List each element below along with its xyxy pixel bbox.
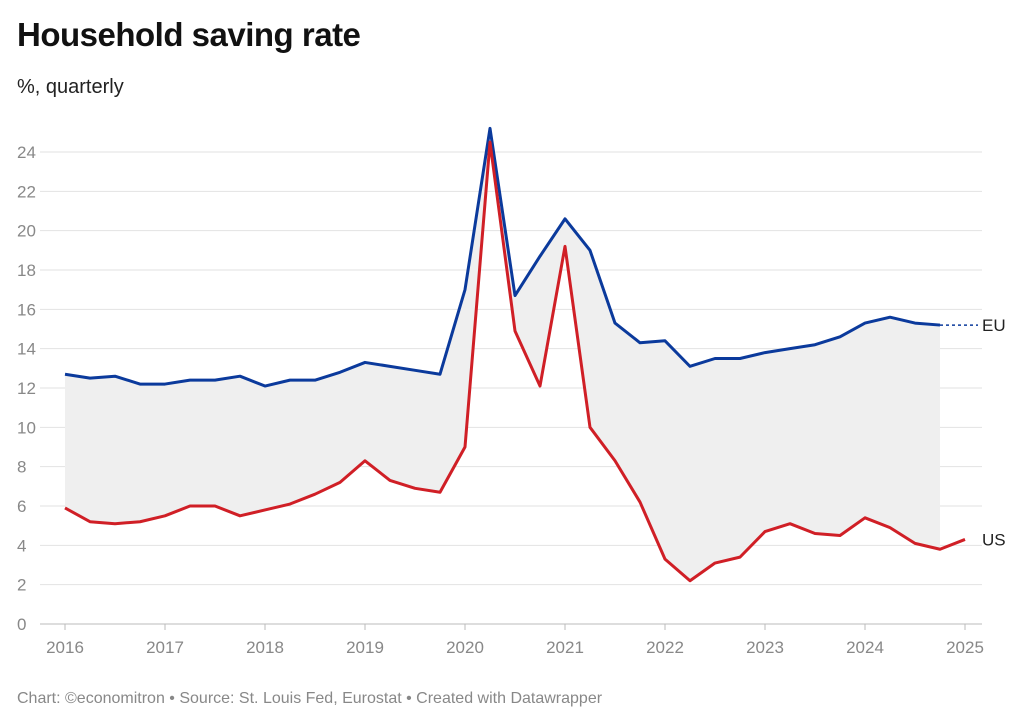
y-tick-label: 20: [17, 222, 36, 241]
x-tick-label: 2023: [746, 638, 784, 657]
chart-subtitle: %, quarterly: [17, 76, 124, 98]
x-tick-label: 2020: [446, 638, 484, 657]
x-tick-label: 2016: [46, 638, 84, 657]
y-tick-label: 18: [17, 261, 36, 280]
gap-area: [65, 128, 940, 581]
y-tick-label: 16: [17, 300, 36, 319]
series-line-us: [64, 140, 966, 583]
series-label-eu: EU: [982, 316, 1006, 335]
y-tick-label: 2: [17, 576, 26, 595]
x-tick-label: 2025: [946, 638, 984, 657]
y-tick-label: 24: [17, 143, 36, 162]
chart-title: Household saving rate: [17, 16, 361, 53]
series-line-eu: [64, 126, 941, 388]
x-tick-label: 2018: [246, 638, 284, 657]
y-tick-label: 8: [17, 458, 26, 477]
x-tick-label: 2022: [646, 638, 684, 657]
x-tick-label: 2019: [346, 638, 384, 657]
y-tick-label: 0: [17, 615, 26, 634]
y-tick-label: 4: [17, 536, 26, 555]
y-tick-label: 6: [17, 497, 26, 516]
y-tick-label: 22: [17, 182, 36, 201]
chart-footer: Chart: ©economitron • Source: St. Louis …: [17, 690, 603, 707]
y-tick-label: 14: [17, 340, 36, 359]
x-tick-label: 2024: [846, 638, 884, 657]
y-tick-label: 12: [17, 379, 36, 398]
y-tick-label: 10: [17, 418, 36, 437]
x-tick-label: 2021: [546, 638, 584, 657]
series-label-us: US: [982, 530, 1006, 549]
x-tick-label: 2017: [146, 638, 184, 657]
